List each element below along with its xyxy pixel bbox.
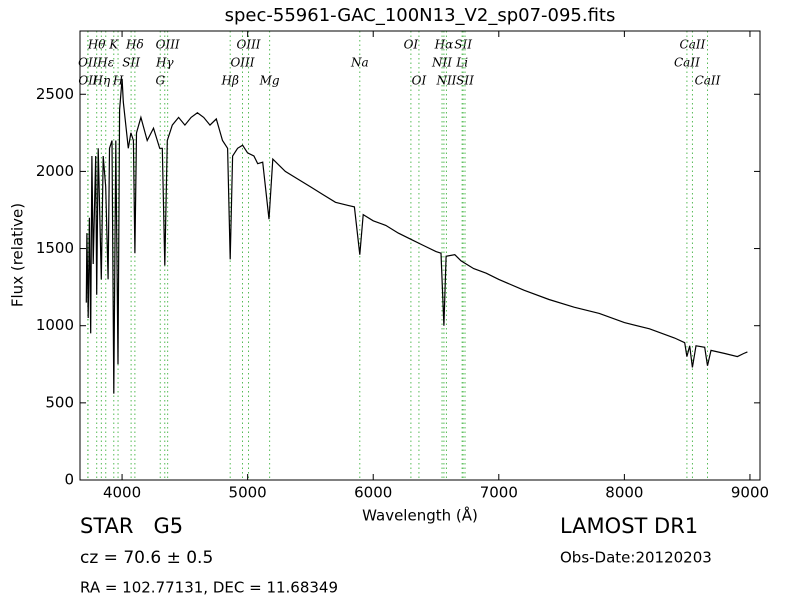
spectral-line-label: Mg — [259, 74, 280, 88]
spectral-line-label: OIII — [230, 56, 254, 70]
x-tick-label: 9000 — [731, 484, 769, 502]
coordinates: RA = 102.77131, DEC = 11.68349 — [80, 579, 338, 597]
spectral-line-label: Hη — [92, 74, 111, 88]
spectral-line-label: CaII — [674, 56, 700, 70]
y-tick-label: 1500 — [36, 239, 74, 257]
spectral-line-label: K — [108, 38, 119, 52]
obs-date: Obs-Date:20120203 — [560, 549, 712, 567]
x-tick-label: 5000 — [229, 484, 267, 502]
spectral-line-label: OIII — [156, 38, 180, 52]
redshift: cz = 70.6 ± 0.5 — [80, 548, 213, 568]
x-axis-label: Wavelength (Å) — [362, 506, 478, 525]
spectral-line-label: H — [112, 74, 124, 88]
survey: LAMOST DR1 — [560, 514, 698, 538]
spectral-line-label: CaII — [695, 74, 721, 88]
object-class: STAR G5 — [80, 514, 183, 538]
spectral-line-label: NII — [435, 74, 456, 88]
y-tick-label: 2000 — [36, 162, 74, 180]
spectral-line-label: Na — [350, 56, 369, 70]
spectral-line-label: OI — [412, 74, 427, 88]
y-tick-label: 1000 — [36, 316, 74, 334]
plot-frame — [79, 30, 761, 481]
y-axis-label: Flux (relative) — [9, 203, 27, 307]
x-tick-label: 7000 — [480, 484, 518, 502]
chart-title: spec-55961-GAC_100N13_V2_sp07-095.fits — [225, 5, 616, 26]
y-tick-label: 2500 — [36, 85, 74, 103]
spectral-line-label: NII — [431, 56, 452, 70]
spectral-line-label: Hβ — [220, 74, 238, 88]
spectral-line-label: OIII — [236, 38, 260, 52]
spectral-line-label: Hθ — [87, 38, 106, 52]
spectral-line-label: G — [155, 74, 165, 88]
spectral-line-label: Li — [455, 56, 468, 70]
spectral-line-label: SII — [456, 74, 474, 88]
spectral-line-label: OII — [78, 74, 98, 88]
spectral-line-label: Hδ — [125, 38, 144, 52]
spectral-line-label: SII — [122, 56, 140, 70]
x-tick-label: 6000 — [354, 484, 392, 502]
y-tick-label: 500 — [45, 393, 74, 411]
spectral-line-label: Hγ — [155, 56, 174, 70]
x-tick-label: 8000 — [605, 484, 643, 502]
spectral-line-label: CaII — [680, 38, 706, 52]
y-tick-label: 0 — [64, 471, 74, 489]
spectral-line-label: Hα — [434, 38, 454, 52]
spectral-line-label: Hε — [96, 56, 114, 70]
spectral-line-label: OI — [404, 38, 419, 52]
spectral-line-label: SII — [454, 38, 472, 52]
spectrum-line — [85, 78, 748, 394]
x-tick-label: 4000 — [103, 484, 141, 502]
